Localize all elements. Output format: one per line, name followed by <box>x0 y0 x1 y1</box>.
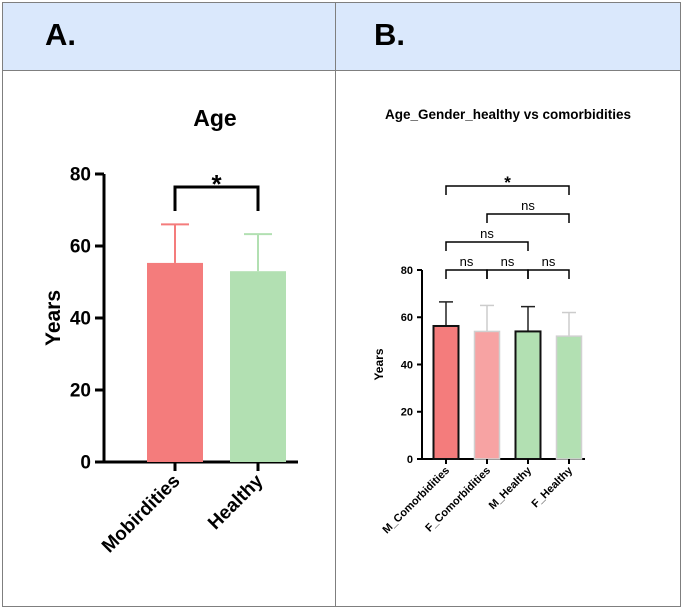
bar <box>514 330 542 460</box>
significance-bracket <box>527 269 570 279</box>
significance-label: ns <box>480 226 494 241</box>
bar <box>555 335 583 460</box>
y-axis-label: Years <box>42 290 65 346</box>
y-tick-label: 60 <box>70 237 91 258</box>
y-tick-label: 0 <box>80 453 91 474</box>
bar <box>473 330 501 460</box>
significance-label: ns <box>501 254 515 269</box>
significance-bracket <box>445 185 570 195</box>
x-category-label: F_Healthy <box>529 464 575 510</box>
x-category-label: Mobirdities <box>98 471 185 558</box>
significance-bracket <box>445 269 488 279</box>
header-row: A. B. <box>3 3 680 71</box>
panel-b-letter: B. <box>374 17 405 52</box>
chart-b: Age_Gender_healthy vs comorbidities 0 20 40… <box>372 107 631 537</box>
y-tick-label: 40 <box>401 359 413 371</box>
y-tick-label: 20 <box>401 407 413 419</box>
y-axis-label: Years <box>372 348 386 380</box>
significance-bracket <box>445 241 529 251</box>
significance-label: * <box>211 169 222 199</box>
x-category-label: M_Healthy <box>487 464 535 512</box>
y-tick-label: 40 <box>70 309 91 330</box>
significance-label: ns <box>542 254 556 269</box>
bar <box>432 324 460 460</box>
significance-label: ns <box>521 198 535 213</box>
panel-divider <box>335 3 336 606</box>
chart-a: Age 0 20 40 60 80 Years Mobirdities Healthy * <box>42 105 298 558</box>
y-tick-label: 20 <box>70 381 91 402</box>
y-tick-label: 80 <box>401 265 413 277</box>
significance-label: ns <box>460 254 474 269</box>
y-tick-label: 80 <box>70 165 91 186</box>
significance-bracket <box>486 213 570 223</box>
chart-title: Age <box>193 105 236 131</box>
bar <box>147 262 203 462</box>
x-category-label: Healthy <box>204 470 268 534</box>
panel-b-header: B. <box>336 3 680 70</box>
significance-bracket <box>173 185 260 211</box>
significance-bracket <box>486 269 529 279</box>
bar <box>230 271 286 462</box>
y-tick-label: 60 <box>401 312 413 324</box>
significance-label: * <box>504 173 511 192</box>
panel-a-letter: A. <box>45 17 76 52</box>
panel-a-header: A. <box>3 3 335 70</box>
chart-title: Age_Gender_healthy vs comorbidities <box>385 107 631 122</box>
x-category-label: M_Comorbidities <box>381 465 453 537</box>
y-tick-label: 0 <box>407 454 413 466</box>
